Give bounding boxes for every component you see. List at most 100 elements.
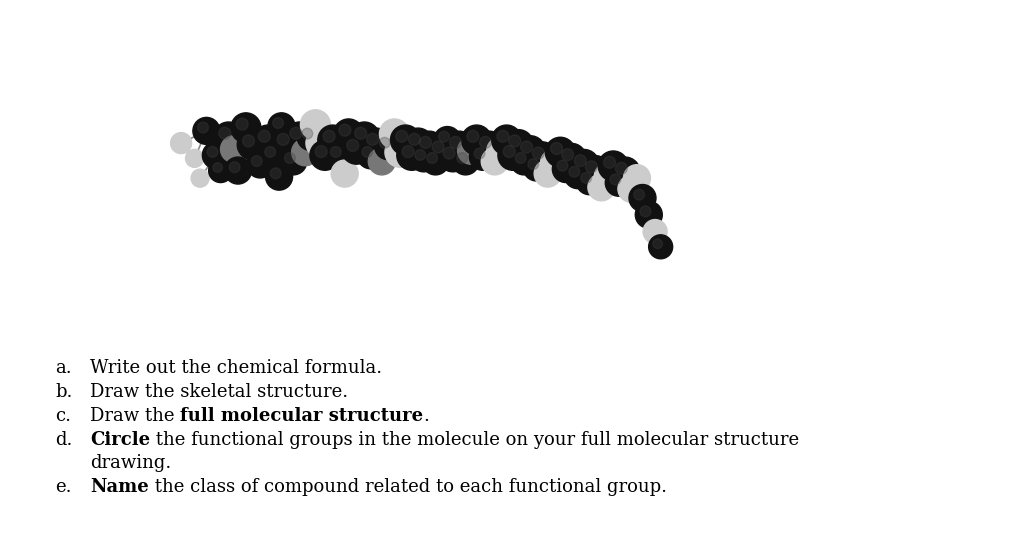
Circle shape [265, 147, 275, 157]
Circle shape [380, 119, 410, 149]
Circle shape [617, 175, 645, 202]
Circle shape [648, 235, 673, 259]
Circle shape [634, 189, 644, 200]
Circle shape [450, 137, 462, 148]
Text: e.: e. [55, 478, 72, 496]
Circle shape [481, 148, 508, 175]
Circle shape [272, 118, 284, 128]
Circle shape [270, 168, 282, 179]
Circle shape [390, 125, 421, 155]
Circle shape [438, 131, 450, 142]
Circle shape [260, 142, 287, 169]
Circle shape [409, 133, 421, 145]
Circle shape [253, 125, 283, 155]
Circle shape [444, 131, 474, 161]
Circle shape [486, 137, 514, 164]
Circle shape [331, 147, 341, 157]
Circle shape [574, 155, 587, 166]
Circle shape [643, 220, 667, 243]
Circle shape [420, 137, 431, 148]
Circle shape [369, 148, 395, 175]
Circle shape [385, 137, 415, 167]
Circle shape [532, 147, 545, 159]
Circle shape [552, 155, 580, 182]
Circle shape [367, 133, 379, 145]
Circle shape [323, 131, 335, 142]
Circle shape [535, 160, 561, 187]
Circle shape [615, 163, 628, 174]
Circle shape [331, 160, 358, 187]
Circle shape [209, 159, 232, 182]
Circle shape [640, 206, 651, 217]
Circle shape [515, 153, 526, 164]
Circle shape [171, 133, 191, 154]
Circle shape [203, 142, 229, 169]
Circle shape [580, 155, 610, 186]
Circle shape [334, 119, 364, 149]
Circle shape [207, 147, 218, 157]
Circle shape [422, 148, 449, 175]
Circle shape [427, 135, 457, 166]
Circle shape [310, 140, 340, 170]
Circle shape [230, 113, 261, 143]
Circle shape [265, 163, 293, 190]
Text: b.: b. [55, 383, 73, 401]
Circle shape [569, 149, 599, 180]
Circle shape [581, 173, 592, 183]
Circle shape [541, 149, 567, 176]
Circle shape [610, 174, 621, 185]
Circle shape [213, 163, 222, 173]
Circle shape [268, 113, 295, 140]
Circle shape [354, 127, 367, 139]
Circle shape [569, 166, 580, 177]
Circle shape [193, 117, 220, 144]
Circle shape [605, 169, 632, 196]
Circle shape [469, 143, 497, 170]
Circle shape [551, 143, 562, 154]
Circle shape [272, 128, 302, 158]
Circle shape [610, 157, 640, 187]
Circle shape [474, 148, 485, 159]
Circle shape [297, 123, 325, 150]
Circle shape [349, 122, 380, 152]
Circle shape [509, 135, 520, 147]
Circle shape [361, 147, 373, 157]
Circle shape [247, 151, 273, 178]
Circle shape [300, 110, 331, 140]
Text: Draw the skeletal structure.: Draw the skeletal structure. [90, 383, 348, 401]
Circle shape [653, 239, 663, 249]
Circle shape [452, 148, 479, 175]
Text: full molecular structure: full molecular structure [180, 407, 423, 425]
Circle shape [280, 148, 307, 175]
Circle shape [191, 169, 209, 187]
Circle shape [395, 131, 408, 142]
Text: a.: a. [55, 359, 72, 377]
Circle shape [556, 143, 587, 173]
Circle shape [497, 131, 509, 142]
Circle shape [415, 149, 426, 160]
Text: drawing.: drawing. [90, 454, 171, 472]
Circle shape [443, 147, 455, 159]
Circle shape [341, 134, 372, 164]
Circle shape [438, 142, 468, 172]
Circle shape [434, 127, 461, 154]
Text: Name: Name [90, 478, 148, 496]
Circle shape [214, 122, 244, 152]
Circle shape [317, 125, 348, 155]
Circle shape [403, 128, 433, 158]
Circle shape [503, 145, 515, 158]
Circle shape [198, 122, 209, 133]
Circle shape [624, 165, 650, 192]
Circle shape [564, 161, 591, 189]
Circle shape [292, 139, 318, 166]
Circle shape [347, 139, 358, 152]
Circle shape [467, 131, 479, 142]
Circle shape [557, 160, 568, 171]
Circle shape [402, 145, 414, 158]
Circle shape [527, 142, 557, 172]
Circle shape [258, 131, 270, 142]
Circle shape [427, 153, 437, 164]
Text: Circle: Circle [90, 431, 151, 449]
Circle shape [285, 153, 295, 164]
Circle shape [511, 148, 538, 175]
